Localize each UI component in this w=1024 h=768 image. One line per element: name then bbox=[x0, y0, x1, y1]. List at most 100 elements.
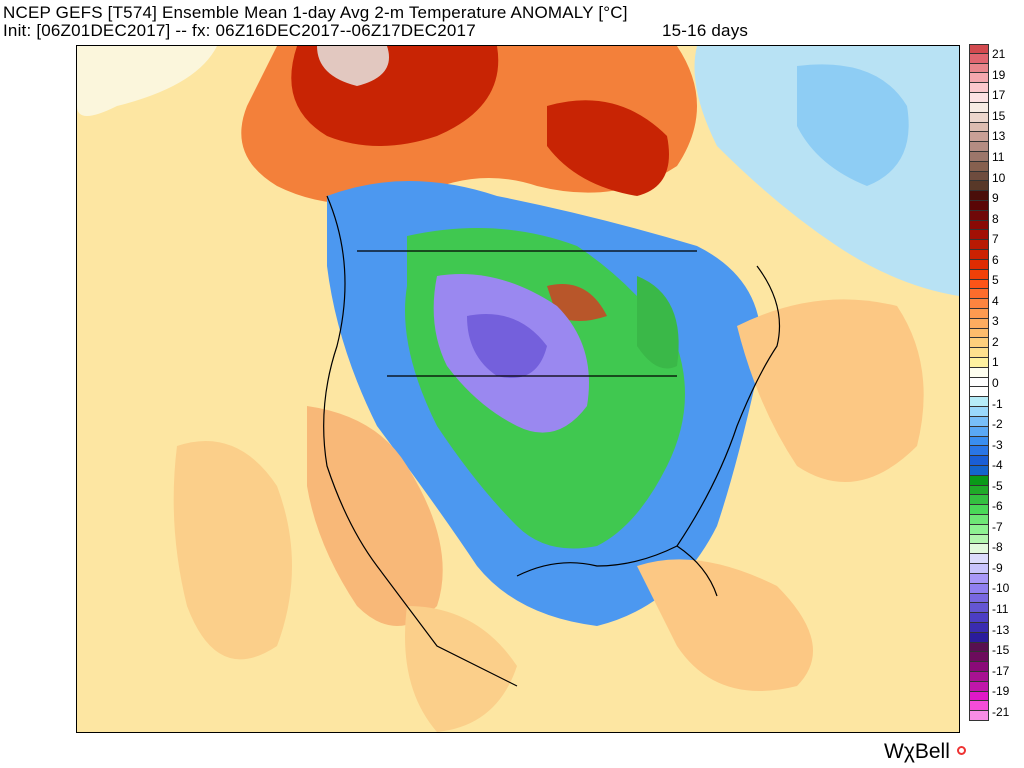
colorbar-tick-label: -17 bbox=[992, 663, 1010, 678]
colorbar-swatch bbox=[969, 240, 989, 251]
colorbar-swatch bbox=[969, 338, 989, 349]
colorbar-swatch bbox=[969, 416, 989, 427]
colorbar-swatch bbox=[969, 495, 989, 506]
colorbar-swatch bbox=[969, 534, 989, 545]
atlantic-cold-core bbox=[797, 64, 909, 186]
colorbar-swatch bbox=[969, 456, 989, 466]
colorbar-tick-label: 17 bbox=[992, 88, 1006, 103]
colorbar-swatch bbox=[969, 544, 989, 555]
colorbar-tick-label: -3 bbox=[992, 437, 1003, 452]
colorbar-tick-label: -9 bbox=[992, 560, 1003, 575]
pacific-warm bbox=[173, 441, 292, 660]
colorbar-swatch bbox=[969, 524, 989, 535]
colorbar-swatch bbox=[969, 632, 989, 643]
gulf-coastline bbox=[516, 545, 718, 597]
colorbar-swatch bbox=[969, 201, 989, 211]
colorbar-tick-label: -2 bbox=[992, 417, 1003, 432]
colorbar-swatch bbox=[969, 446, 989, 457]
colorbar-tick-label: 7 bbox=[992, 232, 999, 247]
colorbar-tick-label: 21 bbox=[992, 47, 1006, 62]
gulf-warm bbox=[637, 559, 813, 691]
colorbar-tick-label: -21 bbox=[992, 704, 1010, 719]
colorbar-swatch bbox=[969, 171, 989, 182]
colorbar-swatch bbox=[969, 93, 989, 103]
colorbar-swatch bbox=[969, 515, 989, 525]
colorbar-swatch bbox=[969, 279, 989, 290]
anomaly-field bbox=[77, 46, 959, 732]
colorbar-tick-label: -10 bbox=[992, 581, 1010, 596]
colorbar-swatch bbox=[969, 397, 989, 408]
colorbar-swatch bbox=[969, 328, 989, 339]
colorbar-swatch bbox=[969, 603, 989, 614]
colorbar-tick-label: 0 bbox=[992, 376, 999, 390]
colorbar-swatch bbox=[969, 250, 989, 260]
colorbar-swatch bbox=[969, 407, 989, 417]
atlantic-coastline bbox=[676, 265, 781, 547]
colorbar-swatch bbox=[969, 132, 989, 143]
colorbar-swatch bbox=[969, 593, 989, 604]
colorbar-swatch bbox=[969, 613, 989, 623]
colorbar bbox=[969, 44, 989, 722]
colorbar-tick-label: -4 bbox=[992, 458, 1003, 473]
colorbar-swatch bbox=[969, 583, 989, 594]
colorbar-swatch bbox=[969, 259, 989, 270]
colorbar-swatch bbox=[969, 485, 989, 496]
map-title: NCEP GEFS [T574] Ensemble Mean 1-day Avg… bbox=[3, 3, 628, 22]
colorbar-swatch bbox=[969, 711, 989, 722]
colorbar-swatch bbox=[969, 662, 989, 672]
colorbar-tick-label: 19 bbox=[992, 67, 1006, 82]
colorbar-tick-label: 11 bbox=[992, 150, 1005, 164]
colorbar-swatch bbox=[969, 230, 989, 241]
colorbar-swatch bbox=[969, 358, 989, 368]
west-us-warm bbox=[307, 406, 443, 626]
temperature-anomaly-map bbox=[76, 45, 960, 733]
colorbar-swatch bbox=[969, 53, 989, 64]
colorbar-swatch bbox=[969, 44, 989, 54]
pacific-coastline bbox=[323, 195, 518, 687]
colorbar-swatch bbox=[969, 181, 989, 192]
colorbar-swatch bbox=[969, 681, 989, 692]
colorbar-tick-label: -13 bbox=[992, 622, 1010, 637]
colorbar-tick-label: 2 bbox=[992, 334, 999, 349]
quebec-green bbox=[637, 276, 679, 369]
colorbar-swatch bbox=[969, 269, 989, 280]
colorbar-swatch bbox=[969, 426, 989, 437]
baffin-warm bbox=[547, 100, 669, 196]
logo-dot-icon bbox=[957, 746, 966, 755]
colorbar-swatch bbox=[969, 142, 989, 152]
colorbar-swatch bbox=[969, 83, 989, 94]
colorbar-tick-label: 13 bbox=[992, 129, 1006, 144]
colorbar-swatch bbox=[969, 191, 989, 201]
colorbar-swatch bbox=[969, 436, 989, 447]
colorbar-tick-label: -15 bbox=[992, 643, 1010, 658]
colorbar-swatch bbox=[969, 151, 989, 162]
colorbar-swatch bbox=[969, 691, 989, 702]
mexico-warm bbox=[405, 606, 517, 732]
colorbar-swatch bbox=[969, 701, 989, 712]
colorbar-tick-label: 4 bbox=[992, 293, 999, 308]
colorbar-swatch bbox=[969, 210, 989, 221]
colorbar-swatch bbox=[969, 112, 989, 123]
colorbar-swatch bbox=[969, 564, 989, 574]
colorbar-swatch bbox=[969, 73, 989, 84]
forecast-range: 15-16 days bbox=[662, 21, 749, 40]
colorbar-tick-label: -7 bbox=[992, 519, 1003, 534]
colorbar-tick-label: 9 bbox=[992, 191, 999, 206]
coastlines-borders bbox=[323, 195, 781, 687]
colorbar-swatch bbox=[969, 652, 989, 663]
colorbar-swatch bbox=[969, 348, 989, 358]
arctic-neutral bbox=[77, 46, 217, 116]
wxbell-logo: WχBell bbox=[884, 740, 950, 763]
colorbar-swatch bbox=[969, 573, 989, 584]
atlantic-warm bbox=[737, 299, 924, 482]
colorbar-swatch bbox=[969, 220, 989, 231]
colorbar-tick-label: 5 bbox=[992, 273, 999, 288]
colorbar-tick-label: 15 bbox=[992, 108, 1006, 123]
colorbar-tick-label: -6 bbox=[992, 499, 1003, 514]
colorbar-tick-label: 1 bbox=[992, 355, 999, 370]
colorbar-tick-label: -8 bbox=[992, 540, 1003, 555]
colorbar-swatch bbox=[969, 377, 989, 388]
colorbar-tick-label: 3 bbox=[992, 314, 999, 329]
colorbar-tick-label: -19 bbox=[992, 684, 1010, 699]
colorbar-swatch bbox=[969, 475, 989, 486]
